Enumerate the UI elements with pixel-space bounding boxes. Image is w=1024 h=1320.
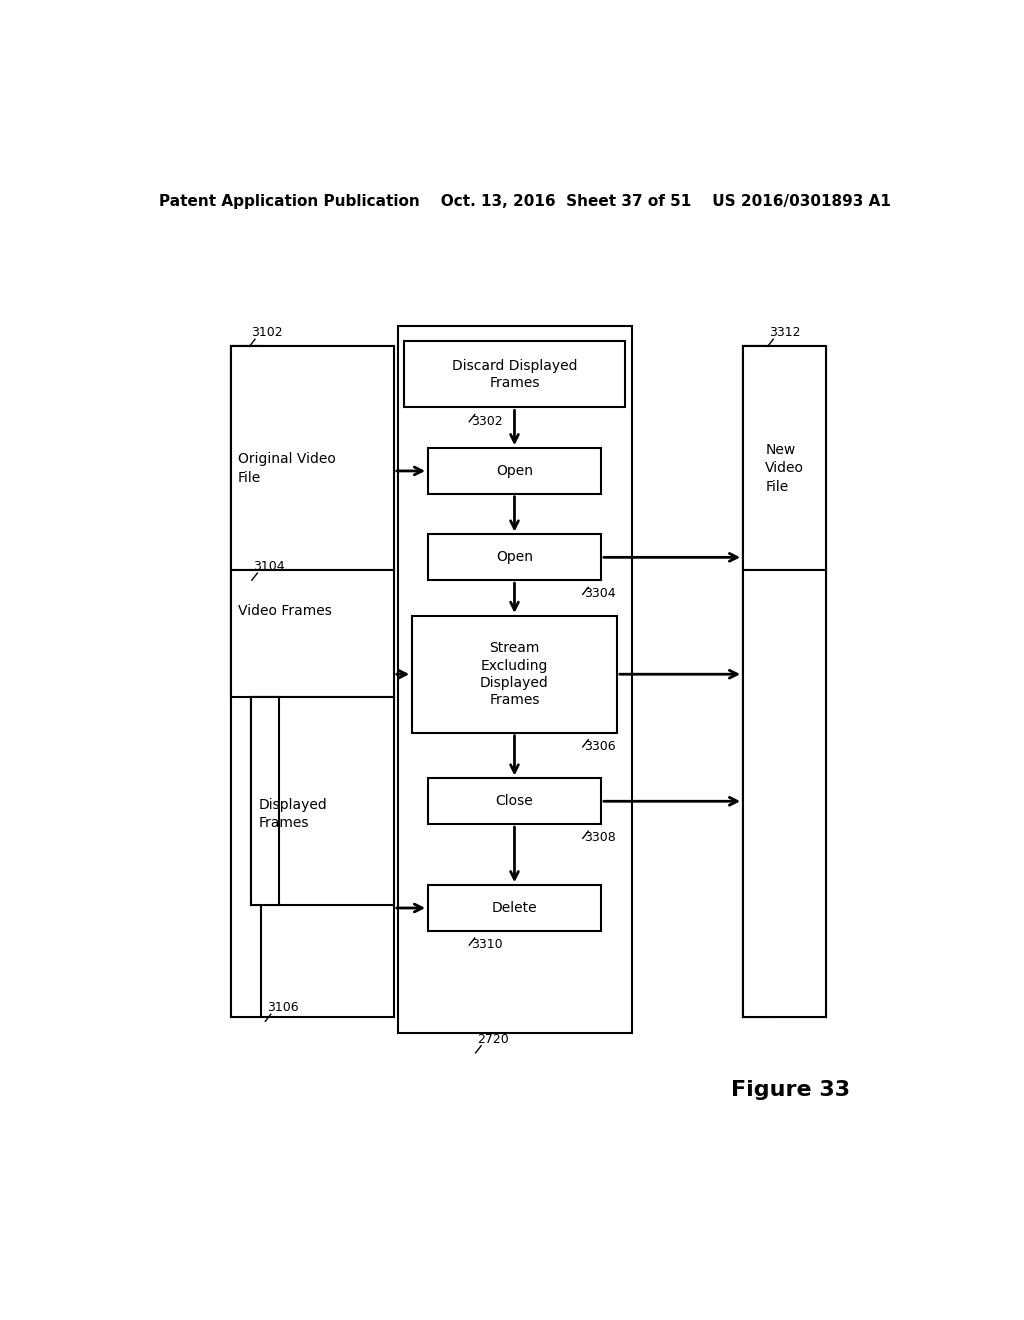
Text: 3304: 3304: [585, 587, 616, 601]
Text: Figure 33: Figure 33: [731, 1081, 850, 1101]
Text: New
Video
File: New Video File: [765, 444, 804, 494]
FancyBboxPatch shape: [743, 570, 826, 1018]
FancyBboxPatch shape: [412, 615, 616, 733]
Text: Displayed
Frames: Displayed Frames: [259, 797, 328, 830]
Text: Video Frames: Video Frames: [238, 603, 332, 618]
FancyBboxPatch shape: [743, 346, 771, 1018]
Text: 3302: 3302: [471, 414, 503, 428]
Text: Close: Close: [496, 795, 534, 808]
Text: Open: Open: [496, 550, 532, 565]
FancyBboxPatch shape: [231, 346, 394, 570]
FancyBboxPatch shape: [428, 779, 601, 824]
Text: 3312: 3312: [769, 326, 801, 339]
Text: 3102: 3102: [251, 326, 283, 339]
FancyBboxPatch shape: [231, 570, 394, 697]
Text: 3104: 3104: [253, 560, 285, 573]
FancyBboxPatch shape: [428, 886, 601, 931]
Text: Delete: Delete: [492, 902, 538, 915]
FancyBboxPatch shape: [404, 342, 625, 408]
Text: Open: Open: [496, 463, 532, 478]
FancyBboxPatch shape: [743, 346, 826, 1018]
FancyBboxPatch shape: [231, 346, 394, 1018]
FancyBboxPatch shape: [428, 447, 601, 494]
FancyBboxPatch shape: [428, 535, 601, 581]
FancyBboxPatch shape: [397, 326, 632, 1032]
Text: 3310: 3310: [471, 939, 503, 950]
Text: 3106: 3106: [267, 1001, 299, 1014]
Text: 2720: 2720: [477, 1032, 509, 1045]
Text: Patent Application Publication    Oct. 13, 2016  Sheet 37 of 51    US 2016/03018: Patent Application Publication Oct. 13, …: [159, 194, 891, 209]
Text: Stream
Excluding
Displayed
Frames: Stream Excluding Displayed Frames: [480, 642, 549, 708]
Text: 3306: 3306: [585, 739, 616, 752]
FancyBboxPatch shape: [251, 697, 279, 906]
FancyBboxPatch shape: [251, 697, 394, 906]
Text: Discard Displayed
Frames: Discard Displayed Frames: [452, 359, 578, 389]
Text: 3308: 3308: [585, 832, 616, 845]
FancyBboxPatch shape: [743, 346, 826, 570]
FancyBboxPatch shape: [231, 346, 261, 1018]
Text: Original Video
File: Original Video File: [238, 453, 336, 484]
